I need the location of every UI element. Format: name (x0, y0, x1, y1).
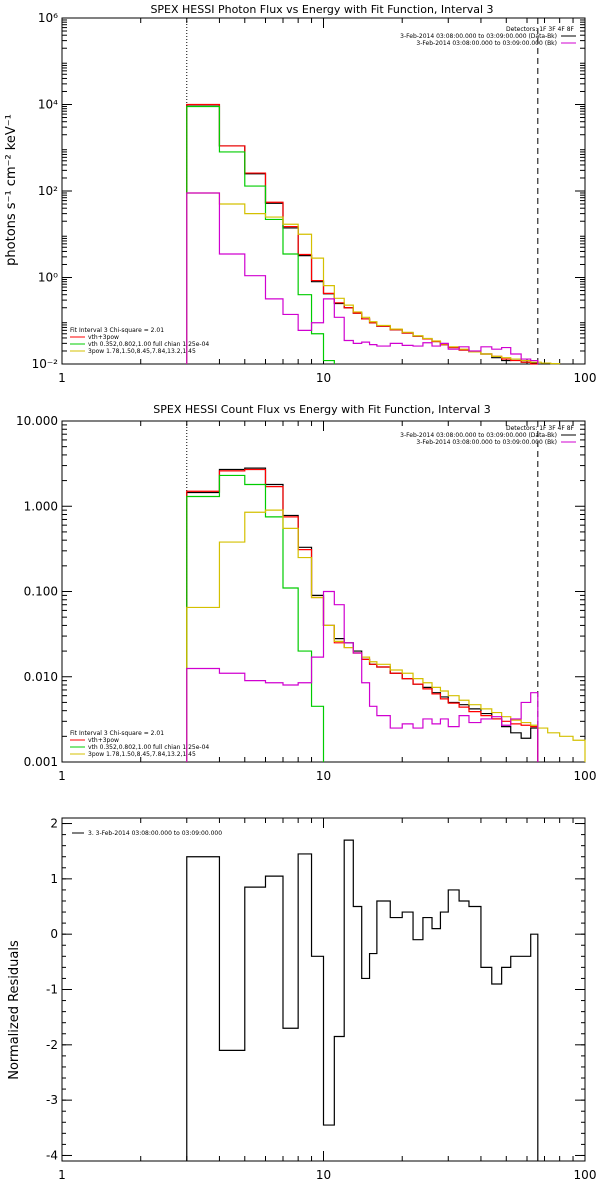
y-axis: -4 -3 -2 -1 0 1 2 (46, 817, 585, 1162)
x-tick-label: 10 (316, 1168, 331, 1182)
x-tick-label: 100 (574, 769, 597, 783)
legend-bk: 3-Feb-2014 03:08:00.000 to 03:09:00.000 … (416, 40, 557, 47)
series-vth (186, 105, 335, 364)
x-tick-label: 1 (58, 371, 66, 385)
series-vth-3pow (186, 103, 538, 365)
series-bk (186, 590, 539, 762)
y-tick-label: -1 (46, 983, 58, 997)
x-tick-label: 100 (574, 1168, 597, 1182)
legend-detectors: Detectors: 1F 3F 4F 8F (506, 26, 575, 33)
legend-top-right: Detectors: 1F 3F 4F 8F 3-Feb-2014 03:08:… (400, 26, 576, 47)
legend: 3. 3-Feb-2014 03:08:00.000 to 03:09:00.0… (72, 830, 222, 837)
y-axis-label: Normalized Residuals (7, 940, 22, 1080)
residuals-panel: Normalized Residuals 3. 3-Feb-2014 03:08… (7, 817, 596, 1182)
legend-vth-3pow: vth+3pow (88, 737, 119, 744)
y-tick-label: 0 (50, 927, 58, 941)
y-tick-label: -3 (46, 1093, 58, 1107)
series-3-3-feb-2014-03-08-00-000-to-0 (186, 839, 539, 1161)
y-tick-label: 10⁻² (32, 357, 59, 371)
series-data-bk (186, 467, 539, 762)
count-flux-panel: SPEX HESSI Count Flux vs Energy with Fit… (16, 403, 596, 783)
legend-top-right: Detectors: 1F 3F 4F 8F 3-Feb-2014 03:08:… (400, 425, 576, 446)
series-vth-3pow (186, 468, 539, 762)
photon-flux-panel: SPEX HESSI Photon Flux vs Energy with Fi… (4, 3, 596, 385)
y-tick-label: 10⁴ (38, 98, 58, 112)
legend-3pow: 3pow 1.78,1.50,8.45,7.84,13.2,1.45 (88, 751, 196, 758)
legend-data-bk: 3-Feb-2014 03:08:00.000 to 03:09:00.000 … (400, 432, 557, 439)
y-tick-label: -2 (46, 1038, 58, 1052)
x-axis: 1 10 100 (58, 421, 596, 783)
legend-fit-interval: Fit Interval 3 Chi-square = 2.01 (70, 730, 164, 737)
legend-vth: vth 0.352,0.802,1.00 full chian 1.25e-04 (88, 341, 209, 348)
y-tick-label: -4 (46, 1148, 58, 1162)
x-tick-label: 1 (58, 769, 66, 783)
series-data-bk (186, 104, 539, 364)
series-vth (186, 474, 325, 762)
series-bk (186, 192, 539, 364)
y-axis: 10⁻² 10⁰ 10² 10⁴ 10⁶ (32, 11, 585, 371)
legend-fit-interval: Fit Interval 3 Chi-square = 2.01 (70, 327, 164, 334)
y-tick-label: 10² (38, 184, 58, 198)
y-axis: 0.001 0.010 0.100 1.000 10.000 (16, 414, 585, 769)
x-axis: 1 10 100 (58, 18, 596, 385)
x-tick-label: 1 (58, 1168, 66, 1182)
legend-detectors: Detectors: 1F 3F 4F 8F (506, 425, 575, 432)
legend-vth-3pow: vth+3pow (88, 334, 119, 341)
legend-bk: 3-Feb-2014 03:08:00.000 to 03:09:00.000 … (416, 439, 557, 446)
x-axis: 1 10 100 (58, 818, 596, 1182)
y-tick-label: 2 (50, 817, 58, 831)
y-tick-label: 0.010 (24, 670, 58, 684)
legend-bottom-left: Fit Interval 3 Chi-square = 2.01 vth+3po… (70, 327, 209, 355)
chart-title: SPEX HESSI Photon Flux vs Energy with Fi… (150, 3, 493, 16)
legend-vth: vth 0.352,0.802,1.00 full chian 1.25e-04 (88, 744, 209, 751)
y-tick-label: 10⁶ (38, 11, 58, 25)
legend-data-bk: 3-Feb-2014 03:08:00.000 to 03:09:00.000 … (400, 33, 557, 40)
x-tick-label: 100 (574, 371, 597, 385)
series-3pow (186, 192, 561, 365)
y-tick-label: 10.000 (16, 414, 58, 428)
legend-bottom-left: Fit Interval 3 Chi-square = 2.01 vth+3po… (70, 730, 209, 758)
legend-residuals: 3. 3-Feb-2014 03:08:00.000 to 03:09:00.0… (88, 830, 222, 837)
legend-3pow: 3pow 1.78,1.50,8.45,7.84,13.2,1.45 (88, 348, 196, 355)
y-tick-label: 1.000 (24, 499, 58, 513)
y-axis-label: photons s⁻¹ cm⁻² keV⁻¹ (4, 114, 19, 266)
y-tick-label: 0.001 (24, 755, 58, 769)
y-tick-label: 10⁰ (38, 271, 58, 285)
series-3pow (186, 509, 586, 762)
y-tick-label: 0.100 (24, 585, 58, 599)
x-tick-label: 10 (316, 769, 331, 783)
y-tick-label: 1 (50, 872, 58, 886)
chart-title: SPEX HESSI Count Flux vs Energy with Fit… (153, 403, 490, 416)
x-tick-label: 10 (316, 371, 331, 385)
